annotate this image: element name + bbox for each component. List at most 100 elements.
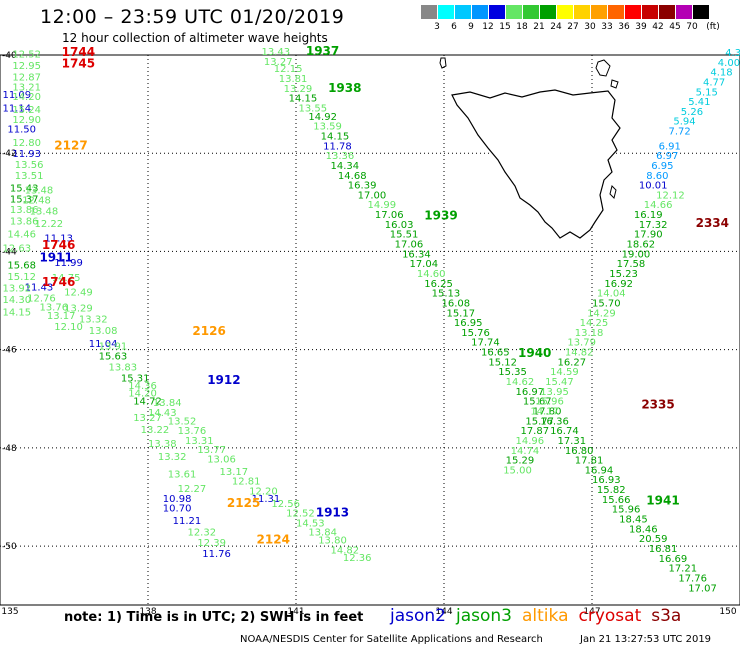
map-frame: [0, 54, 740, 606]
lat-tick-label: -40: [2, 51, 17, 61]
swh-value: 15.13: [432, 289, 461, 300]
pass-time: 1939: [424, 209, 457, 223]
swh-value: 13.76: [39, 302, 68, 313]
swh-value: 6.95: [651, 161, 673, 172]
swh-value: 16.69: [659, 554, 688, 565]
scale-label: 36: [618, 22, 630, 32]
swh-value: 11.78: [323, 141, 352, 152]
swh-value: 11.43: [25, 283, 54, 294]
swh-value: 16.39: [348, 181, 377, 192]
swh-value: 13.95: [540, 387, 569, 398]
swh-value: 15.35: [498, 367, 527, 378]
swh-value: 12.95: [12, 61, 41, 72]
scale-label: 45: [669, 22, 681, 32]
swh-value: 14.25: [580, 318, 609, 329]
swh-value: 17.81: [575, 456, 604, 467]
swh-value: 12.12: [656, 190, 685, 201]
swh-value: 12.27: [178, 484, 207, 495]
swh-value: 12.80: [12, 138, 41, 149]
scale-label: 33: [601, 22, 613, 32]
swh-value: 13.61: [168, 469, 197, 480]
swh-value: 16.95: [454, 318, 483, 329]
scale-label: 3: [434, 22, 440, 32]
swh-value: 13.22: [141, 425, 170, 436]
swh-value: 12.20: [249, 487, 278, 498]
swh-value: 14.04: [597, 289, 626, 300]
swh-value: 17.32: [639, 220, 668, 231]
scale-label: 30: [584, 22, 596, 32]
swh-value: 14.99: [368, 200, 397, 211]
swh-value: 12.32: [187, 527, 216, 538]
swh-value: 13.84: [153, 398, 182, 409]
pass-time: 1745: [62, 56, 95, 70]
swh-value: 13.17: [220, 467, 249, 478]
swh-value: 14.46: [7, 230, 36, 241]
swh-value: 12.63: [2, 243, 31, 254]
swh-value: 13.27: [264, 57, 293, 68]
swh-value: 13.06: [207, 455, 236, 466]
swh-value: 17.31: [557, 436, 586, 447]
swh-value: 14.20: [128, 388, 157, 399]
scale-swatch: [438, 5, 454, 19]
swh-value: 7.72: [668, 127, 690, 138]
credit-line: NOAA/NESDIS Center for Satellite Applica…: [240, 634, 543, 645]
lat-tick-label: -44: [2, 247, 17, 257]
swh-value: 13.51: [15, 171, 44, 182]
swh-value: 17.76: [678, 573, 707, 584]
pass-time: 1941: [646, 493, 679, 507]
swh-value: 17.74: [471, 338, 500, 349]
swh-value: 13.36: [326, 151, 355, 162]
scale-label: 42: [652, 22, 664, 32]
scale-swatch: [506, 5, 522, 19]
swh-value: 11.09: [2, 90, 31, 101]
scale-label: 9: [468, 22, 474, 32]
swh-value: 12.56: [271, 499, 300, 510]
swh-value: 17.06: [395, 240, 424, 251]
swh-value: 6.91: [659, 141, 681, 152]
swh-value: 16.97: [516, 387, 545, 398]
swh-value: 16.80: [565, 446, 594, 457]
swh-value: 14.59: [550, 367, 579, 378]
swh-value: 13.43: [261, 47, 290, 58]
satellite-tracks: 12.5212.9512.8713.2111.0914.2011.1415.24…: [2, 47, 740, 594]
pass-time: 2124: [257, 533, 290, 547]
swh-value: 11.93: [12, 149, 41, 160]
swh-value: 11.31: [252, 494, 281, 505]
swh-value: 12.10: [54, 322, 83, 333]
scale-swatch: [421, 5, 437, 19]
swh-value: 14.17: [530, 406, 559, 417]
swh-value: 13.27: [133, 413, 162, 424]
scale-swatch: [489, 5, 505, 19]
legend-altika: altika: [522, 606, 569, 626]
swh-value: 14.66: [644, 200, 673, 211]
scale-swatch: [659, 5, 675, 19]
swh-value: 14.82: [565, 348, 594, 359]
swh-value: 13.83: [109, 362, 138, 373]
swh-value: 13.08: [89, 326, 118, 337]
swh-value: 17.21: [668, 564, 697, 575]
swh-value: 17.04: [409, 259, 438, 270]
scale-label: 12: [482, 22, 494, 32]
pass-time: 2335: [641, 398, 674, 412]
swh-value: 18.62: [627, 240, 656, 251]
swh-value: 14.96: [516, 436, 545, 447]
swh-value: 15.82: [597, 485, 626, 496]
swh-value: 15.70: [592, 298, 621, 309]
swh-value: 15.51: [390, 230, 419, 241]
swh-value: 14.36: [128, 381, 157, 392]
swh-value: 11.99: [54, 258, 83, 269]
lat-tick-label: -48: [2, 444, 17, 454]
legend-s3a: s3a: [651, 606, 682, 626]
swh-value: 16.81: [649, 544, 678, 555]
swh-value: 12.36: [343, 553, 372, 564]
pass-time: 1940: [518, 346, 551, 360]
swh-value: 15.66: [602, 495, 631, 506]
swh-value: 14.92: [308, 112, 337, 123]
swh-value: 10.70: [163, 504, 192, 515]
lat-tick-label: -42: [2, 149, 17, 159]
pass-time: 2126: [192, 324, 225, 338]
lon-tick-label: 138: [139, 607, 156, 617]
swh-value: 15.63: [99, 351, 128, 362]
swh-value: 18.46: [629, 524, 658, 535]
